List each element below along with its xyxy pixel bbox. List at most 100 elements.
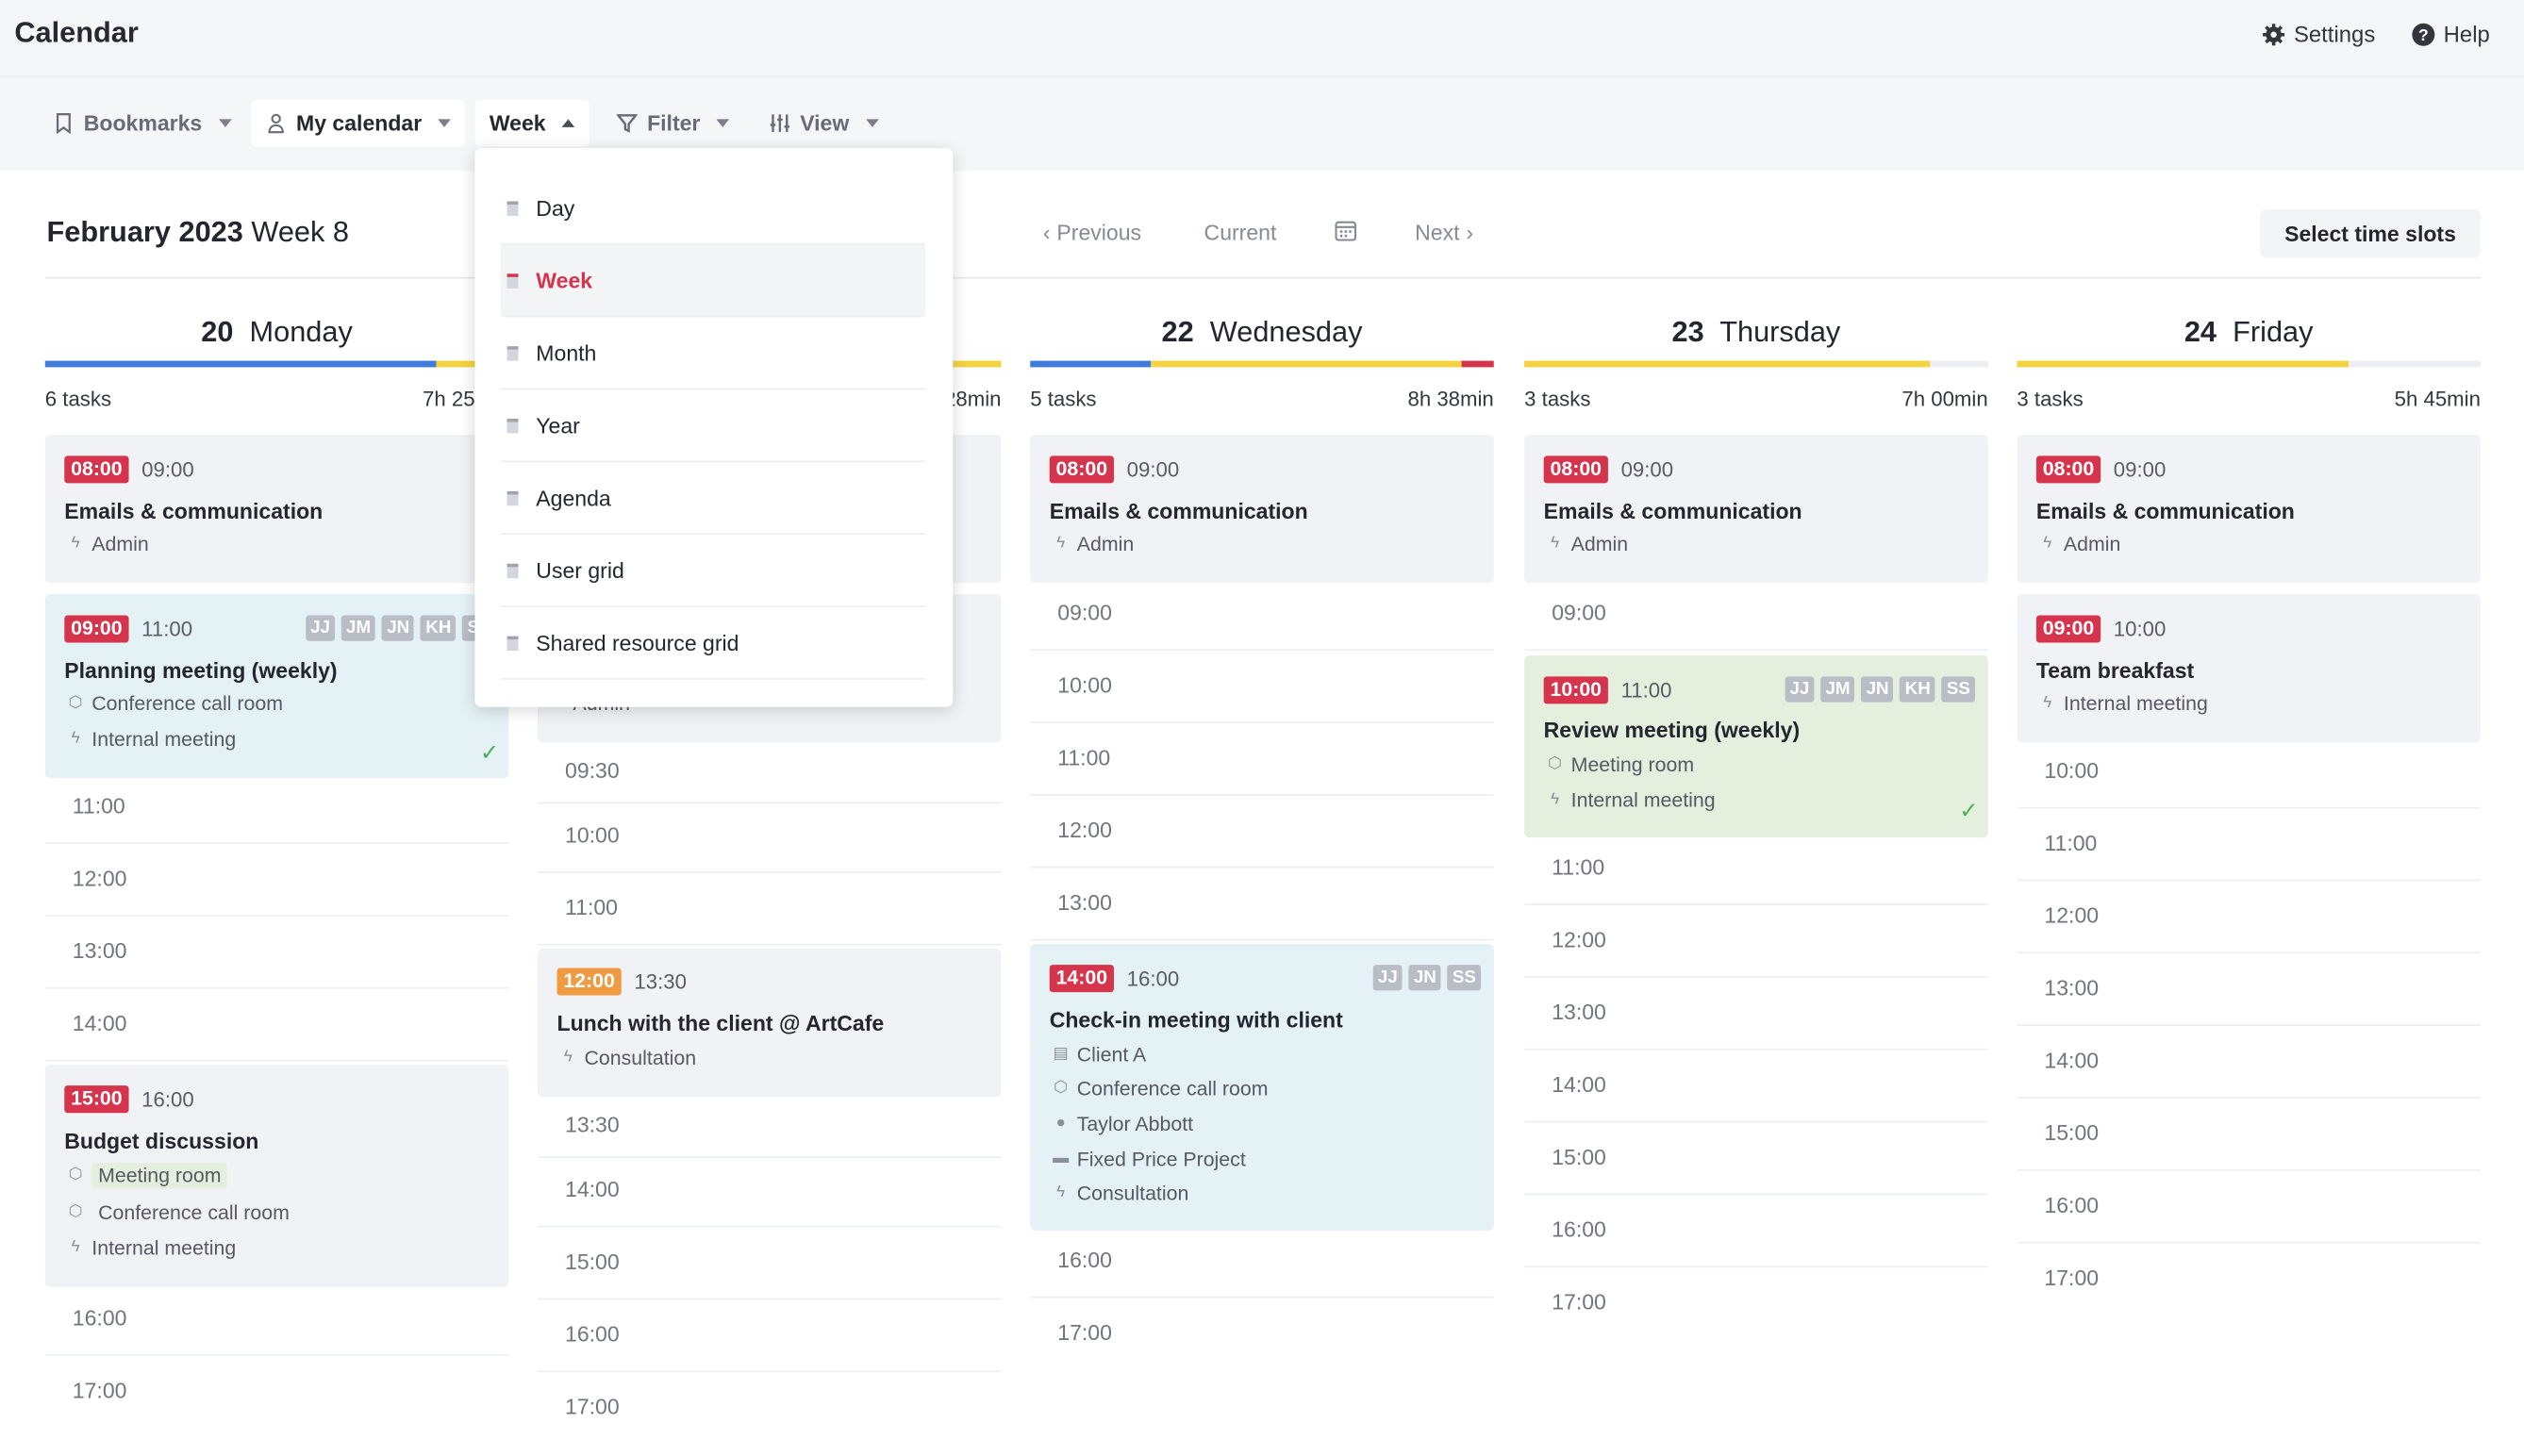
menu-item-year[interactable]: Year (500, 389, 926, 463)
time-slot[interactable]: 12:00 (2017, 883, 2481, 954)
event-card[interactable]: 10:00 11:00 JJ JM JN KH SS Review meetin… (1524, 655, 1988, 838)
time-slot[interactable]: 15:00 (538, 1229, 1002, 1300)
time-slot[interactable]: 09:30 (538, 739, 1002, 804)
event-card[interactable]: 14:00 16:00 JJ JN SS Check-in meeting wi… (1030, 943, 1494, 1231)
time-slot[interactable]: 14:00 (44, 990, 509, 1062)
time-slot[interactable]: 11:00 (538, 874, 1002, 946)
previous-label: Previous (1056, 220, 1142, 245)
bolt-icon: ϟ (71, 1238, 80, 1257)
view-icon (506, 635, 519, 651)
day-number: 23 (1671, 315, 1704, 348)
event-card[interactable]: 09:00 10:00 Team breakfast ϟ Internal mee… (2017, 594, 2481, 743)
time-slot[interactable]: 14:00 (538, 1156, 1002, 1228)
time-slot[interactable]: 16:00 (2017, 1172, 2481, 1244)
time-slot[interactable]: 14:00 (2017, 1028, 2481, 1099)
time-slot[interactable]: 09:00 (1030, 580, 1494, 652)
time-slot[interactable]: 12:00 (1524, 907, 1988, 978)
time-slot[interactable]: 10:00 (538, 802, 1002, 873)
time-slot[interactable]: 16:00 (1524, 1197, 1988, 1268)
time-slot[interactable]: 16:00 (1030, 1227, 1494, 1299)
avatar[interactable]: KH (421, 615, 457, 641)
start-time-badge: 09:00 (2035, 615, 2101, 643)
event-card[interactable]: 15:00 16:00 Budget discussion ⬡ Meeting r… (44, 1064, 509, 1287)
help-button[interactable]: ? Help (2412, 21, 2490, 47)
menu-item-month[interactable]: Month (500, 317, 926, 390)
event-card[interactable]: 08:00 09:00 Emails & communication ϟ Admi… (1030, 435, 1494, 584)
time-slot[interactable]: 12:00 (1030, 797, 1494, 869)
client-label: Client A (1076, 1043, 1147, 1067)
avatar[interactable]: JM (340, 615, 376, 641)
time-slot[interactable]: 13:00 (1524, 979, 1988, 1051)
start-time-badge: 14:00 (1049, 965, 1114, 993)
start-time-badge: 08:00 (1543, 455, 1608, 484)
time-slot[interactable]: 11:00 (2017, 810, 2481, 882)
avatar[interactable]: KH (1900, 676, 1935, 703)
room-label: Conference call room (91, 692, 284, 716)
settings-button[interactable]: Settings (2262, 21, 2375, 47)
time-slot[interactable]: 14:00 (1524, 1051, 1988, 1123)
event-card[interactable]: 12:00 13:30 Lunch with the client @ ArtC… (538, 948, 1002, 1098)
menu-item-user-grid[interactable]: User grid (500, 535, 926, 607)
avatar[interactable]: JN (1408, 965, 1441, 991)
menu-item-shared-resource-grid[interactable]: Shared resource grid (500, 607, 926, 680)
event-category: ϟ Internal meeting (68, 728, 237, 751)
time-slot[interactable]: 13:00 (44, 918, 509, 989)
week-view-button[interactable]: Week (474, 99, 589, 147)
event-card[interactable]: 09:00 11:00 JJ JM JN KH SS Planning meet… (44, 594, 509, 778)
time-slot[interactable]: 17:00 (1057, 1320, 1112, 1346)
time-slot[interactable]: 11:00 (44, 773, 509, 844)
time-slot[interactable]: 11:00 (1030, 725, 1494, 796)
date-picker-button[interactable] (1335, 219, 1357, 241)
time-slot[interactable]: 12:00 (44, 846, 509, 917)
event-person: ● Taylor Abbott (1053, 1113, 1193, 1135)
menu-item-agenda[interactable]: Agenda (500, 462, 926, 536)
calendar-icon (1335, 221, 1357, 241)
bolt-icon: ϟ (1551, 790, 1560, 809)
event-card[interactable]: 08:00 09:00 Emails & communication ϟ Admi… (2017, 435, 2481, 584)
time-slot[interactable]: 16:00 (538, 1301, 1002, 1373)
time-slot[interactable]: 17:00 (565, 1395, 620, 1419)
view-button[interactable]: View (755, 100, 892, 147)
avatar[interactable]: JJ (1372, 965, 1403, 991)
time-slot[interactable]: 10:00 (2017, 737, 2481, 809)
time-slot[interactable]: 13:00 (2017, 955, 2481, 1026)
time-slot[interactable]: 13:00 (1030, 869, 1494, 941)
avatar[interactable]: JJ (1785, 676, 1815, 703)
avatar[interactable]: JM (1820, 676, 1855, 703)
category-label: Internal meeting (2063, 692, 2208, 716)
time-slot[interactable]: 17:00 (72, 1379, 127, 1403)
time-slot[interactable]: 16:00 (44, 1285, 509, 1357)
end-time: 16:00 (141, 1086, 194, 1112)
next-button[interactable]: Next › (1415, 221, 1473, 245)
time-slot[interactable]: 11:00 (1524, 835, 1988, 905)
filter-icon (616, 114, 638, 133)
avatar[interactable]: JN (1861, 676, 1894, 703)
view-icon (506, 200, 519, 216)
event-card[interactable]: 08:00 09:00 Emails & communication ϟ Admi… (44, 435, 509, 584)
toolbar: Bookmarks My calendar Week Filter View (0, 76, 2524, 172)
time-slot[interactable]: 10:00 (1030, 653, 1494, 723)
time-slot[interactable]: 13:30 (538, 1094, 1002, 1159)
avatar[interactable]: JN (382, 615, 415, 641)
menu-item-week[interactable]: Week (500, 244, 926, 318)
time-slot[interactable]: 17:00 (2044, 1266, 2100, 1291)
event-title: Emails & communication (1543, 499, 1802, 524)
day-load-bar (1524, 360, 1988, 368)
avatar[interactable]: JJ (305, 615, 336, 641)
select-time-slots-button[interactable]: Select time slots (2260, 209, 2481, 258)
menu-item-day[interactable]: Day (500, 173, 926, 245)
time-slot[interactable]: 15:00 (2017, 1100, 2481, 1171)
event-card[interactable]: 08:00 09:00 Emails & communication ϟ Admi… (1524, 435, 1988, 584)
time-slot[interactable]: 17:00 (1552, 1290, 1606, 1315)
event-category: ϟ Admin (1053, 533, 1134, 555)
avatar[interactable]: SS (1447, 965, 1482, 991)
current-button[interactable]: Current (1204, 221, 1277, 245)
time-slot[interactable]: 15:00 (1524, 1124, 1988, 1196)
time-slot[interactable]: 09:00 (1524, 580, 1988, 652)
avatar[interactable]: SS (1941, 676, 1976, 703)
previous-button[interactable]: ‹ Previous (1043, 221, 1141, 245)
filter-button[interactable]: Filter (602, 100, 743, 147)
my-calendar-button[interactable]: My calendar (251, 99, 466, 147)
bookmarks-button[interactable]: Bookmarks (39, 100, 245, 147)
